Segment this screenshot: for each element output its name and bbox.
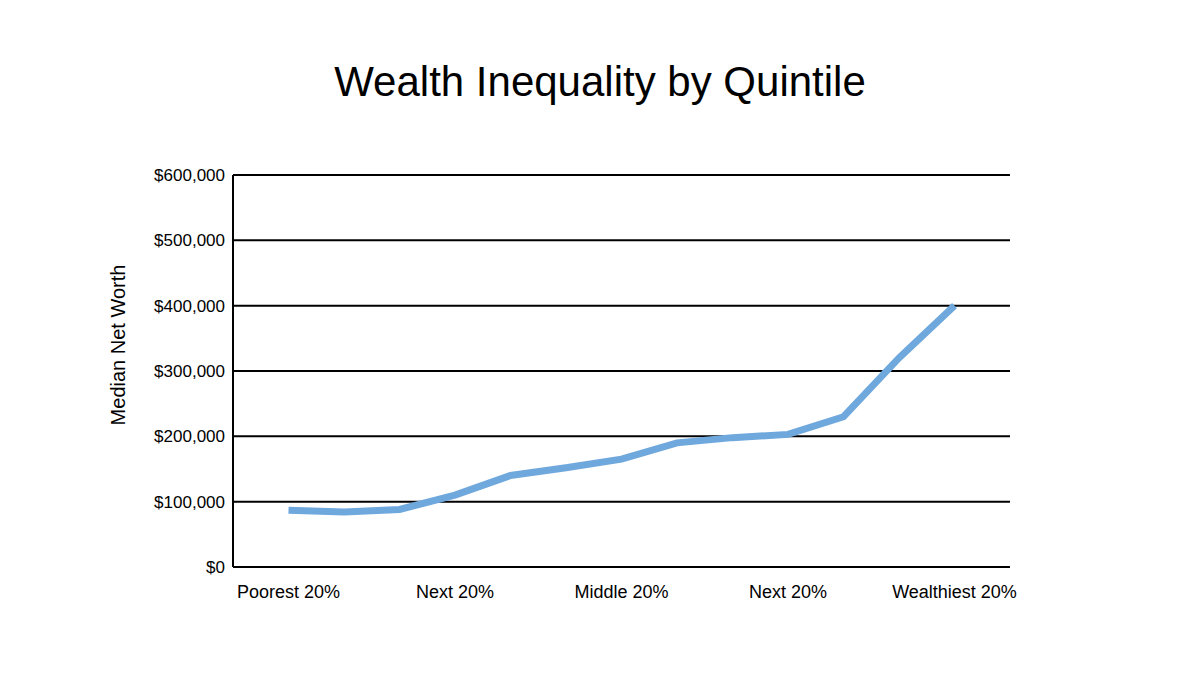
- svg-text:Wealthiest 20%: Wealthiest 20%: [892, 582, 1017, 602]
- svg-text:$600,000: $600,000: [154, 166, 225, 185]
- html-text:Median Net Worth: Median Net Worth: [106, 264, 129, 426]
- svg-text:Next 20%: Next 20%: [416, 582, 494, 602]
- svg-text:$0: $0: [206, 558, 225, 577]
- svg-text:$500,000: $500,000: [154, 231, 225, 250]
- svg-text:Poorest 20%: Poorest 20%: [237, 582, 340, 602]
- svg-text:$200,000: $200,000: [154, 427, 225, 446]
- svg-text:$400,000: $400,000: [154, 297, 225, 316]
- html-text:Wealth Inequality by Quintile: Wealth Inequality by Quintile: [334, 58, 866, 105]
- svg-text:Next 20%: Next 20%: [749, 582, 827, 602]
- svg-text:$100,000: $100,000: [154, 493, 225, 512]
- svg-text:$300,000: $300,000: [154, 362, 225, 381]
- svg-text:Middle 20%: Middle 20%: [574, 582, 668, 602]
